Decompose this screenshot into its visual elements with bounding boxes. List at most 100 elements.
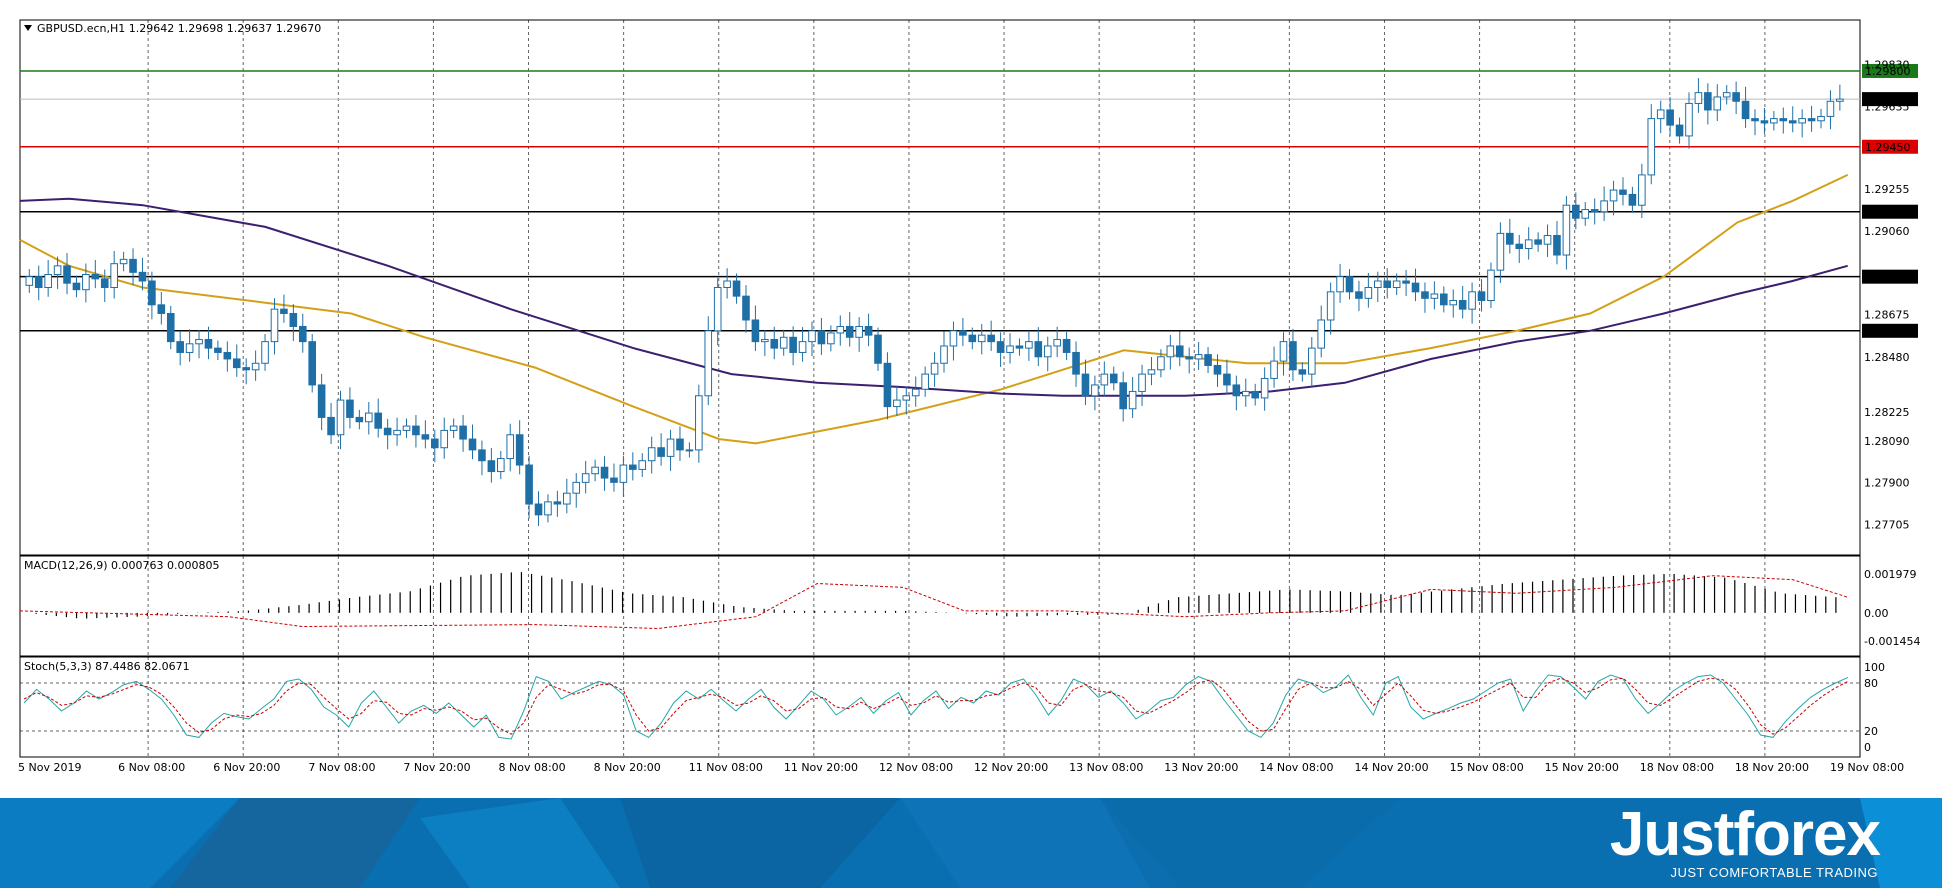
- candle: [1279, 332, 1288, 376]
- candle: [1534, 232, 1542, 252]
- candle-body: [1119, 382, 1127, 410]
- candle-body: [1034, 341, 1043, 358]
- candle-body: [864, 325, 873, 336]
- candle-body: [157, 304, 166, 314]
- price-panel: [19, 19, 1861, 556]
- candle-body: [770, 338, 779, 349]
- candle-body: [676, 438, 684, 451]
- candle-body: [930, 362, 939, 375]
- candle-body: [1524, 239, 1533, 250]
- candle-body: [100, 278, 109, 289]
- candle: [732, 273, 741, 304]
- candle: [1034, 327, 1043, 367]
- candle: [185, 329, 194, 362]
- candle: [1836, 84, 1844, 111]
- candle: [468, 424, 477, 460]
- x-tick-label: 13 Nov 08:00: [1069, 761, 1143, 774]
- candle: [1496, 222, 1505, 283]
- candle-body: [336, 399, 345, 436]
- candle: [1581, 201, 1590, 226]
- candle: [591, 459, 599, 482]
- candle: [1373, 271, 1382, 303]
- collapse-triangle-icon[interactable]: [24, 25, 32, 31]
- candle: [430, 429, 439, 463]
- candle: [1487, 262, 1495, 309]
- candle: [459, 415, 467, 452]
- candle-body: [949, 330, 958, 347]
- x-tick-label: 15 Nov 20:00: [1545, 761, 1619, 774]
- candle-body: [1590, 209, 1599, 213]
- candle: [1647, 104, 1656, 185]
- x-tick-label: 8 Nov 20:00: [594, 761, 661, 774]
- candle-body: [666, 438, 675, 457]
- candle: [1751, 109, 1759, 136]
- candle-body: [1647, 118, 1656, 176]
- candle: [1355, 280, 1363, 312]
- candle: [1656, 100, 1665, 134]
- macd-header: MACD(12,26,9) 0.000763 0.000805: [24, 559, 220, 572]
- candle-body: [940, 345, 948, 364]
- candle-body: [1751, 118, 1759, 122]
- candle-body: [223, 351, 232, 360]
- candle-body: [1477, 291, 1486, 301]
- candle-body: [1241, 390, 1250, 397]
- candle-body: [1053, 338, 1061, 347]
- candle: [1081, 359, 1090, 406]
- candle-body: [1553, 235, 1561, 256]
- candle: [1506, 218, 1514, 254]
- price-tick-label: 1.29830: [1864, 58, 1910, 71]
- moving-averages: [19, 173, 1849, 445]
- macd-panel: [19, 555, 1861, 657]
- candle: [629, 452, 637, 481]
- candle: [289, 304, 298, 341]
- candle: [534, 491, 543, 526]
- candle: [1402, 269, 1410, 296]
- candle: [1345, 269, 1354, 300]
- candle: [251, 350, 260, 381]
- x-tick-label: 18 Nov 08:00: [1640, 761, 1714, 774]
- candle-body: [761, 338, 769, 343]
- level-tag: [1862, 92, 1918, 107]
- candle-body: [119, 258, 128, 265]
- stoch-header: Stoch(5,3,3) 87.4486 82.0671: [24, 660, 190, 673]
- candle-body: [534, 503, 543, 516]
- candle-body: [91, 274, 100, 280]
- candle: [1760, 108, 1769, 134]
- candle: [940, 331, 948, 373]
- candle: [949, 321, 958, 361]
- candle-body: [53, 265, 62, 276]
- candle: [449, 418, 458, 438]
- price-tick-label: 1.29255: [1864, 183, 1910, 196]
- candle-body: [1487, 269, 1495, 301]
- candle-body: [827, 332, 835, 345]
- candle-body: [1270, 360, 1278, 379]
- candle: [1223, 359, 1231, 395]
- candle: [1232, 375, 1241, 411]
- candle-body: [1317, 319, 1326, 349]
- candle-body: [855, 325, 863, 338]
- candle-body: [1694, 92, 1703, 104]
- candle-body: [732, 280, 741, 297]
- x-tick-label: 8 Nov 08:00: [499, 761, 566, 774]
- x-tick-label: 11 Nov 08:00: [689, 761, 763, 774]
- candle: [1449, 289, 1458, 318]
- candle-body: [1251, 390, 1260, 399]
- candle: [1458, 285, 1467, 319]
- level-tag-label: 1.29800: [1865, 65, 1911, 78]
- candle: [1260, 367, 1269, 411]
- candle: [911, 376, 920, 407]
- candle: [1741, 86, 1750, 128]
- x-tick-label: 13 Nov 20:00: [1164, 761, 1238, 774]
- candle: [1704, 83, 1712, 125]
- macd-tick-label: 0.001979: [1864, 568, 1917, 581]
- candle-body: [393, 429, 401, 436]
- candle: [921, 366, 929, 397]
- candle-body: [204, 338, 213, 349]
- candle: [761, 330, 769, 357]
- candle: [553, 490, 562, 517]
- candle: [657, 433, 665, 466]
- candle: [902, 386, 911, 415]
- candle: [1072, 341, 1080, 387]
- price-tick-label: 1.28090: [1864, 435, 1910, 448]
- candle: [704, 316, 713, 406]
